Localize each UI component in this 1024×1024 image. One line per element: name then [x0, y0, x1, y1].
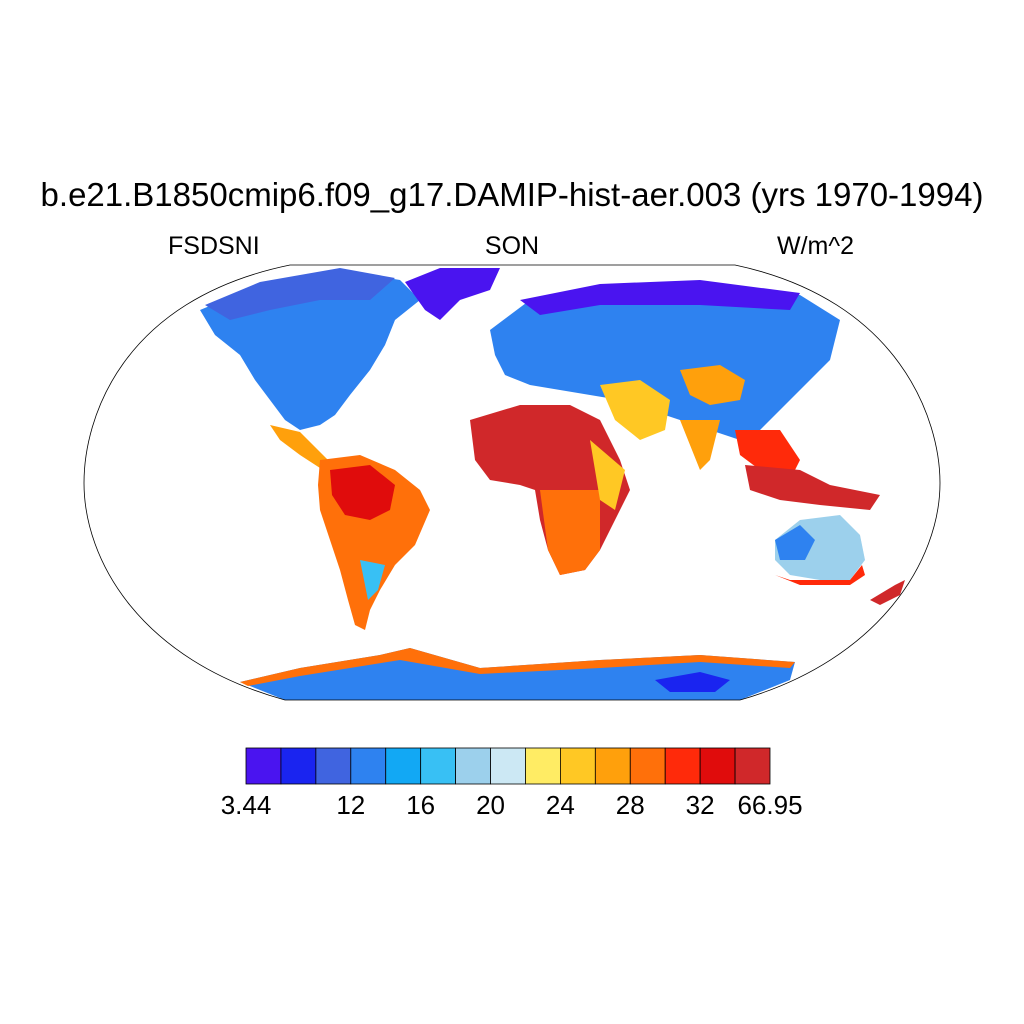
india: [680, 420, 720, 470]
colorbar-box: [560, 747, 596, 785]
colorbar-box: [385, 747, 422, 785]
colorbar: [245, 747, 771, 785]
colorbar-box: [280, 747, 317, 785]
eurasia: [490, 282, 840, 440]
colorbar-tick-label: 24: [545, 790, 575, 820]
patagonia: [360, 560, 385, 600]
variable-label: FSDSNI: [168, 232, 260, 260]
colorbar-tick-label: 32: [685, 790, 715, 820]
colorbar-box: [525, 747, 561, 785]
africa-east: [590, 440, 625, 510]
colorbar-tick-label: 66.95: [737, 790, 803, 820]
colorbar-box: [420, 747, 456, 785]
colorbar-tick-label: 16: [406, 790, 436, 820]
colorbar-box: [245, 747, 282, 785]
land-fill: [200, 268, 905, 700]
southeast-asia: [735, 430, 800, 480]
colorbar-box: [629, 747, 666, 785]
siberia-north: [520, 280, 800, 315]
colorbar-box: [455, 747, 491, 785]
colorbar-tick-label: 12: [336, 790, 366, 820]
globe-outline: [83, 264, 941, 701]
colorbar-box: [664, 747, 701, 785]
central-america: [270, 425, 330, 468]
amazon-core: [330, 465, 395, 520]
greenland: [405, 268, 500, 320]
plot-title: b.e21.B1850cmip6.f09_g17.DAMIP-hist-aer.…: [40, 176, 984, 213]
colorbar-box: [315, 747, 352, 785]
colorbar-box: [594, 747, 631, 785]
colorbar-tick-label: 28: [615, 790, 645, 820]
australia-coast: [775, 565, 865, 585]
middle-east: [600, 380, 670, 440]
colorbar-box: [734, 747, 771, 785]
north-america-north: [205, 268, 395, 320]
indonesia: [745, 465, 880, 510]
colorbar-tick-label: 20: [476, 790, 505, 820]
colorbar-box: [490, 747, 526, 785]
new-zealand: [870, 580, 905, 605]
colorbar-box: [699, 747, 736, 785]
antarctica: [240, 648, 795, 700]
africa-south: [540, 490, 600, 575]
antarctica-interior: [655, 672, 730, 692]
season-label: SON: [484, 232, 540, 260]
colorbar-box: [350, 747, 387, 785]
central-asia-hot: [680, 365, 745, 405]
colorbar-tick-label: 3.44: [220, 790, 272, 820]
units-label: W/m^2: [776, 232, 854, 260]
antarctica-coast: [240, 648, 795, 686]
australia-west: [775, 525, 815, 560]
